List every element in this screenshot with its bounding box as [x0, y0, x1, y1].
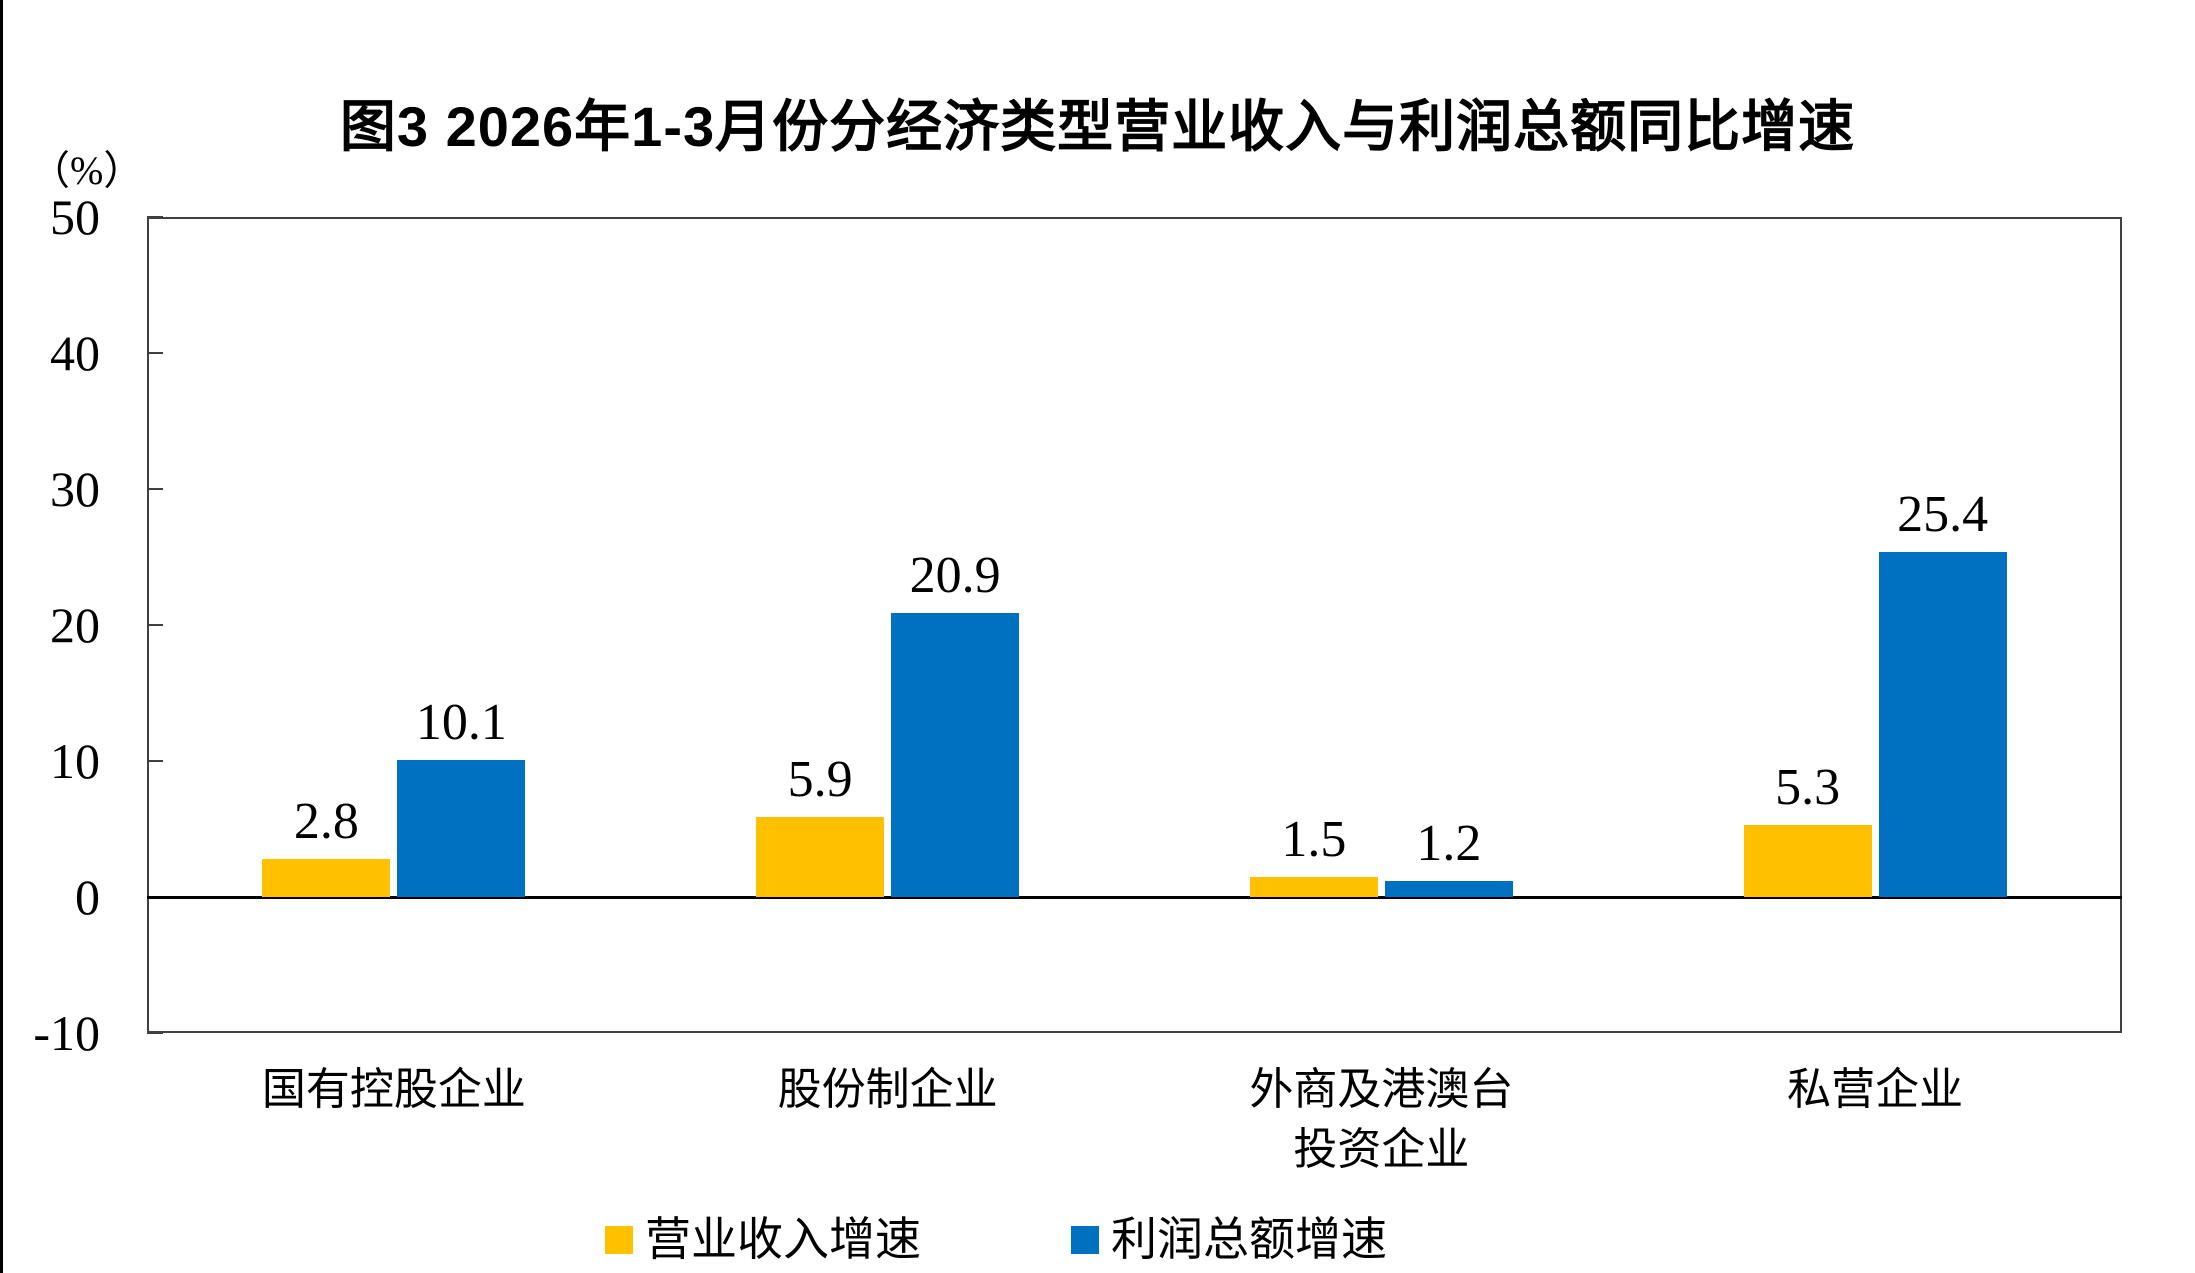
page-left-border [0, 0, 3, 1273]
x-category-label: 私营企业 [1628, 1060, 2122, 1120]
bar-profit-growth [397, 759, 526, 897]
y-tick [147, 1032, 163, 1034]
bar-value-label: 25.4 [1897, 485, 1989, 543]
legend: 营业收入增速 利润总额增速 [605, 1212, 1387, 1268]
zero-line [147, 896, 2122, 899]
y-tick-label: -10 [33, 1005, 100, 1061]
y-tick-label: 30 [50, 461, 100, 517]
bar-profit-growth [1878, 551, 2007, 897]
bar-revenue-growth [756, 816, 885, 897]
x-category-label-line: 外商及港澳台 [1249, 1065, 1514, 1114]
bar-profit-growth [891, 612, 1020, 897]
y-tick-label: 0 [75, 869, 100, 925]
bar-value-label: 1.5 [1281, 810, 1347, 868]
y-tick-label: 40 [50, 325, 100, 381]
bar-revenue-growth [1743, 824, 1872, 897]
y-tick-label: 50 [50, 189, 100, 245]
x-category-label: 股份制企业 [641, 1060, 1135, 1120]
legend-item-profit-growth: 利润总额增速 [1071, 1212, 1387, 1268]
x-category-label: 国有控股企业 [147, 1060, 641, 1120]
x-category-label-line: 股份制企业 [777, 1065, 998, 1114]
legend-label-revenue-growth: 营业收入增速 [645, 1214, 921, 1265]
x-category-label-line: 投资企业 [1293, 1125, 1470, 1174]
y-tick-label: 10 [50, 733, 100, 789]
bar-value-label: 2.8 [293, 792, 359, 850]
y-tick [147, 624, 163, 626]
x-category-label-line: 国有控股企业 [261, 1065, 526, 1114]
bar-value-label: 10.1 [415, 693, 507, 751]
bar-value-label: 1.2 [1416, 814, 1482, 872]
y-tick [147, 352, 163, 354]
bar-profit-growth [1384, 880, 1513, 897]
bar-revenue-growth [1249, 876, 1378, 897]
x-category-label: 外商及港澳台 投资企业 [1135, 1060, 1629, 1180]
x-category-label-line: 私营企业 [1787, 1065, 1964, 1114]
bar-revenue-growth [262, 858, 391, 897]
legend-label-profit-growth: 利润总额增速 [1111, 1214, 1387, 1265]
y-tick [147, 760, 163, 762]
y-tick [147, 488, 163, 490]
y-axis-unit-label: （%） [30, 148, 144, 193]
chart-title: 图3 2026年1-3月份分经济类型营业收入与利润总额同比增速 [339, 95, 1856, 158]
legend-item-revenue-growth: 营业收入增速 [605, 1212, 921, 1268]
bar-value-label: 5.3 [1775, 758, 1841, 816]
bar-value-label: 20.9 [909, 546, 1001, 604]
legend-swatch-profit-growth [1071, 1226, 1099, 1254]
y-tick-label: 20 [50, 597, 100, 653]
y-tick [147, 216, 163, 218]
plot-area [147, 217, 2122, 1033]
bar-value-label: 5.9 [787, 750, 853, 808]
legend-swatch-revenue-growth [605, 1226, 633, 1254]
